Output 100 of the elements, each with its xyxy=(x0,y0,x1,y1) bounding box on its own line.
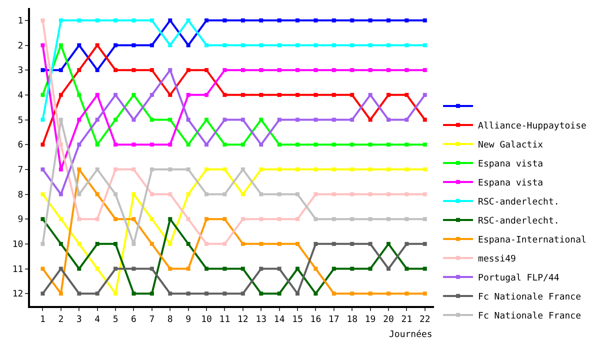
point xyxy=(132,68,136,72)
point xyxy=(422,266,427,271)
point xyxy=(314,167,318,172)
point xyxy=(58,217,63,222)
point xyxy=(350,18,354,22)
x-tick-label: 8 xyxy=(167,314,173,325)
point xyxy=(386,92,390,97)
point xyxy=(95,118,100,122)
point xyxy=(58,142,63,147)
point xyxy=(386,266,390,271)
point xyxy=(40,92,45,97)
point xyxy=(186,142,190,147)
point xyxy=(168,18,172,22)
point xyxy=(40,142,45,147)
point xyxy=(404,18,409,22)
point xyxy=(222,266,227,271)
point xyxy=(77,142,82,147)
point xyxy=(259,242,264,246)
legend-label: RSC-anderlecht. xyxy=(478,216,560,226)
point xyxy=(296,242,300,246)
point xyxy=(296,68,300,72)
point xyxy=(404,217,409,222)
x-tick-label: 10 xyxy=(201,314,212,325)
point xyxy=(350,192,354,196)
point xyxy=(186,118,190,122)
point xyxy=(186,266,190,271)
point xyxy=(150,217,154,222)
x-tick-label: 5 xyxy=(112,314,118,325)
y-tick-label: 10 xyxy=(12,240,24,250)
point xyxy=(368,192,372,196)
point xyxy=(168,192,172,196)
point xyxy=(77,292,82,296)
x-tick-label: 20 xyxy=(383,314,394,325)
y-tick-label: 4 xyxy=(18,91,24,102)
y-tick-label: 12 xyxy=(12,290,24,300)
point xyxy=(296,167,300,172)
point xyxy=(386,167,390,172)
point xyxy=(95,217,100,222)
legend-label: messi49 xyxy=(478,254,516,264)
point xyxy=(204,167,209,172)
point xyxy=(204,292,209,296)
point xyxy=(114,217,118,222)
point xyxy=(77,266,82,271)
point xyxy=(77,118,82,122)
y-tick-label: 2 xyxy=(18,41,24,52)
point xyxy=(240,217,245,222)
point xyxy=(386,43,390,48)
point xyxy=(350,142,354,147)
point xyxy=(150,167,154,172)
point xyxy=(186,242,190,246)
point xyxy=(259,68,264,72)
point xyxy=(422,192,427,196)
point xyxy=(368,92,372,97)
y-tick-label: 6 xyxy=(18,140,24,151)
point xyxy=(368,167,372,172)
point xyxy=(332,118,336,122)
y-tick-label: 3 xyxy=(18,66,24,76)
point xyxy=(58,18,63,22)
x-tick-label: 17 xyxy=(328,314,340,325)
point xyxy=(132,118,136,122)
point xyxy=(222,292,227,296)
point xyxy=(368,292,372,296)
point xyxy=(114,167,118,172)
point xyxy=(259,142,264,147)
point xyxy=(40,192,45,196)
point xyxy=(114,118,118,122)
point xyxy=(204,217,209,222)
point xyxy=(58,292,63,296)
point xyxy=(277,68,282,72)
point xyxy=(277,167,282,172)
point xyxy=(259,18,264,22)
point xyxy=(204,242,209,246)
point xyxy=(132,192,136,196)
x-axis-title: Journées xyxy=(389,329,432,340)
point xyxy=(332,68,336,72)
point xyxy=(186,18,190,22)
point xyxy=(350,68,354,72)
point xyxy=(404,266,409,271)
y-tick-label: 1 xyxy=(18,16,24,27)
point xyxy=(204,118,209,122)
x-tick-label: 6 xyxy=(131,314,136,325)
point xyxy=(77,43,82,48)
point xyxy=(150,142,154,147)
point xyxy=(332,43,336,48)
point xyxy=(132,142,136,147)
point xyxy=(204,18,209,22)
point xyxy=(422,92,427,97)
point xyxy=(296,18,300,22)
point xyxy=(150,266,154,271)
point xyxy=(386,242,390,246)
point xyxy=(95,43,100,48)
point xyxy=(277,292,282,296)
point xyxy=(259,192,264,196)
point xyxy=(314,18,318,22)
x-tick-label: 12 xyxy=(238,314,248,325)
point xyxy=(240,292,245,296)
point xyxy=(77,18,82,22)
point xyxy=(132,92,136,97)
point xyxy=(332,142,336,147)
point xyxy=(350,266,354,271)
